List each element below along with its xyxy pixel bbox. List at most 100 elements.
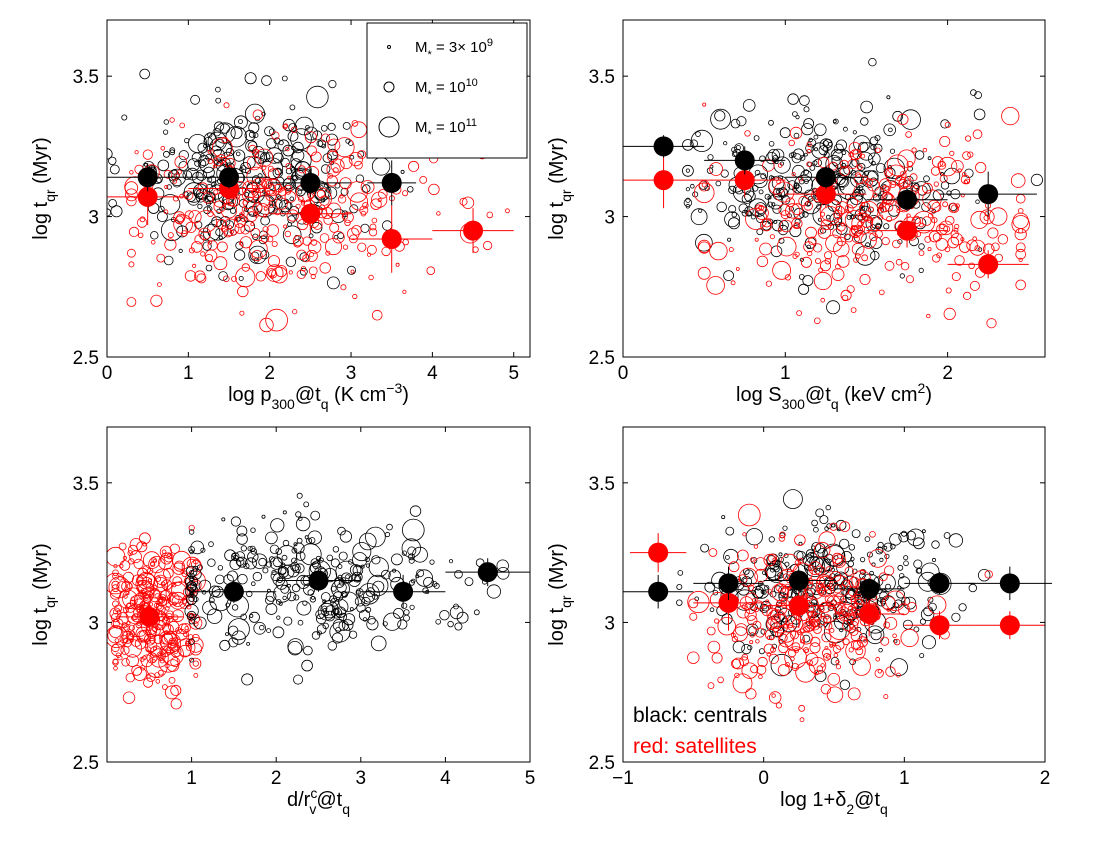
scatter-point: [859, 179, 865, 185]
scatter-point: [791, 663, 800, 672]
scatter-point: [281, 554, 288, 561]
scatter-point: [799, 95, 810, 106]
scatter-point: [853, 603, 858, 608]
scatter-point: [819, 227, 827, 234]
scatter-point: [213, 121, 225, 132]
scatter-point: [286, 175, 292, 180]
scatter-point: [833, 240, 850, 258]
scatter-point: [771, 177, 785, 190]
scatter-point: [831, 523, 836, 528]
scatter-point: [838, 611, 850, 622]
scatter-point: [164, 630, 169, 635]
scatter-point: [326, 202, 342, 218]
scatter-point: [366, 252, 372, 257]
scatter-point: [163, 129, 169, 135]
scatter-point: [189, 657, 195, 663]
y-tick-label: 3.5: [589, 67, 615, 88]
scatter-point: [889, 543, 896, 550]
scatter-point: [813, 613, 822, 622]
y-tick-label: 3: [604, 208, 615, 229]
scatter-point: [294, 116, 314, 136]
scatter-point: [111, 643, 120, 653]
scatter-point: [248, 122, 260, 134]
scatter-point: [167, 232, 174, 239]
scatter-point: [936, 223, 948, 236]
scatter-point: [246, 166, 267, 187]
x-tick-label: 0: [618, 363, 629, 384]
scatter-point: [818, 145, 829, 156]
scatter-point: [937, 156, 958, 177]
scatter-point: [850, 556, 855, 562]
scatter-point: [847, 687, 861, 701]
scatter-point: [695, 233, 713, 252]
scatter-point: [260, 164, 267, 171]
x-tick-label: 5: [525, 768, 536, 789]
x-axis-label: d/rc v@tq: [287, 785, 350, 817]
legend-entry: M* = 1010: [415, 77, 478, 101]
scatter-point: [454, 569, 463, 579]
scatter-point: [780, 553, 799, 573]
scatter-point: [806, 244, 811, 250]
y-axis-label: log tqr (Myr): [30, 543, 58, 645]
scatter-point: [811, 620, 819, 628]
scatter-point: [964, 135, 972, 142]
scatter-point: [350, 269, 355, 274]
scatter-point: [804, 592, 809, 597]
scatter-point: [772, 260, 791, 280]
scatter-point: [416, 569, 425, 578]
scatter-point: [109, 625, 123, 639]
scatter-point: [255, 271, 266, 282]
scatter-point: [775, 189, 781, 194]
scatter-point: [419, 175, 428, 184]
satellite-median-point: [788, 595, 809, 616]
scatter-point: [251, 177, 268, 194]
scatter-point: [874, 668, 884, 678]
scatter-point: [906, 275, 915, 284]
scatter-point: [875, 147, 881, 153]
scatter-point: [883, 223, 890, 230]
scatter-point: [717, 617, 736, 636]
scatter-point: [857, 220, 864, 227]
scatter-point: [140, 600, 146, 606]
scatter-point: [903, 596, 917, 610]
scatter-point: [842, 638, 850, 646]
scatter-point: [968, 262, 975, 269]
scatter-point: [829, 522, 838, 531]
scatter-point: [841, 162, 847, 168]
scatter-point: [349, 154, 355, 160]
scatter-point: [898, 176, 911, 189]
scatter-point: [355, 174, 365, 183]
scatter-point: [832, 119, 837, 124]
scatter-point: [173, 211, 186, 224]
scatter-point: [115, 652, 122, 658]
scatter-point: [935, 238, 949, 251]
scatter-point: [728, 217, 741, 230]
scatter-point: [270, 571, 281, 582]
scatter-point: [259, 624, 265, 631]
scatter-point: [250, 227, 261, 238]
scatter-point: [193, 621, 199, 627]
scatter-point: [857, 185, 864, 192]
scatter-point: [155, 602, 165, 612]
scatter-point: [217, 565, 224, 571]
scatter-point: [496, 559, 509, 572]
scatter-point: [366, 244, 377, 255]
scatter-point: [241, 180, 260, 198]
scatter-point: [191, 634, 200, 642]
satellite-median-point: [648, 542, 669, 563]
scatter-point: [895, 258, 903, 266]
scatter-point: [310, 510, 321, 521]
scatter-point: [760, 218, 773, 232]
scatter-point: [274, 183, 283, 192]
scatter-point: [833, 574, 845, 585]
scatter-point: [282, 595, 287, 601]
satellite-median-point: [718, 592, 739, 613]
scatter-point: [266, 138, 277, 149]
scatter-point: [200, 251, 206, 257]
scatter-point: [194, 270, 206, 282]
x-tick-label: 2: [271, 768, 282, 789]
scatter-point: [815, 584, 826, 594]
scatter-point: [819, 601, 831, 614]
scatter-point: [286, 591, 297, 602]
scatter-point: [247, 141, 258, 152]
